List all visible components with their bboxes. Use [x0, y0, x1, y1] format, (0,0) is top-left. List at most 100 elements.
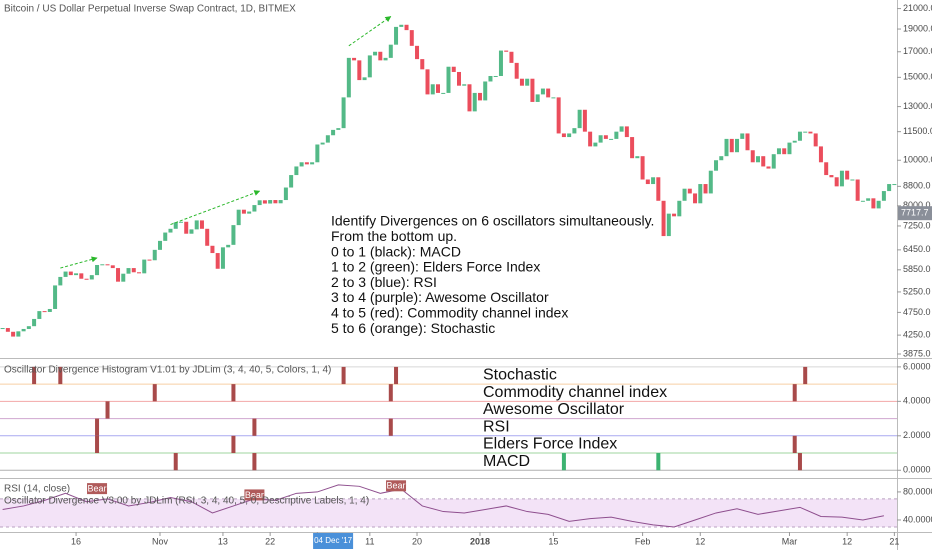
candle — [26, 326, 31, 329]
candle — [116, 268, 121, 282]
divergence-arrow — [60, 256, 98, 269]
candle — [105, 264, 110, 266]
y-tick-label: 2.0000 — [903, 430, 931, 440]
candle — [11, 331, 16, 337]
candle — [488, 75, 493, 82]
candle — [887, 184, 892, 192]
candle — [420, 59, 425, 70]
candle — [519, 78, 524, 86]
y-tick-label: 11500.0 — [903, 126, 932, 136]
candle — [310, 162, 315, 165]
candle — [745, 133, 750, 151]
candle — [635, 156, 640, 159]
candle — [824, 162, 829, 176]
candle — [63, 271, 68, 277]
candle — [226, 244, 231, 248]
candle — [834, 177, 839, 187]
candle — [761, 156, 766, 167]
candle — [582, 109, 587, 132]
candle — [252, 205, 257, 212]
band-label: Commodity channel index — [483, 384, 667, 401]
candle — [409, 30, 414, 46]
candle — [729, 138, 734, 153]
candle — [168, 228, 173, 233]
candle — [546, 88, 551, 98]
y-tick-label: 80.0000 — [903, 486, 932, 496]
histogram-bar — [231, 384, 236, 402]
candle — [782, 148, 787, 155]
candle — [498, 50, 503, 76]
x-tick-label: Feb — [635, 536, 651, 546]
candle — [199, 220, 204, 229]
histogram-bar — [105, 401, 110, 419]
candle — [0, 328, 5, 330]
candle — [714, 160, 719, 171]
candle — [698, 184, 703, 204]
x-tick-label: 15 — [548, 536, 558, 546]
candle — [394, 26, 399, 45]
candle — [477, 92, 482, 101]
candle — [567, 133, 572, 138]
histogram-bar — [803, 366, 808, 385]
y-tick-label: 10000.0 — [903, 155, 932, 165]
y-tick-label: 3875.0 — [903, 348, 931, 358]
candle — [792, 140, 797, 143]
candle — [441, 92, 446, 94]
x-tick-label: 12 — [842, 536, 852, 546]
candle — [472, 92, 477, 112]
candle — [687, 188, 692, 194]
candle — [755, 156, 760, 163]
candle — [84, 278, 89, 280]
candle — [535, 94, 540, 102]
candle — [829, 175, 834, 178]
y-tick-label: 8000.0 — [903, 200, 931, 210]
plot: 21000.0 19000.0 17000.0 15000.0 13000.0 11500… — [0, 3, 932, 549]
candle — [855, 179, 860, 201]
candle — [278, 200, 283, 204]
candle — [184, 221, 189, 234]
candle — [299, 162, 304, 167]
annotation-line: 2 to 3 (blue): RSI — [331, 274, 437, 290]
x-tick-label: 12 — [695, 536, 705, 546]
candle — [808, 131, 813, 134]
candle — [771, 154, 776, 169]
histogram-bar — [58, 366, 63, 385]
candle — [357, 60, 362, 81]
candle — [672, 213, 677, 217]
candle — [598, 135, 603, 143]
crosshair-box — [313, 533, 354, 549]
candle — [220, 247, 225, 269]
candle — [651, 177, 656, 185]
candle — [813, 133, 818, 147]
divergence-marker — [244, 489, 265, 501]
candle — [430, 84, 435, 95]
histogram-bar — [341, 366, 346, 385]
last-price-label: 7717.7 — [901, 208, 929, 218]
candle — [556, 97, 561, 134]
candle — [189, 229, 194, 234]
candle — [540, 88, 545, 95]
panel-title: Oscillator Divergence Histogram V1.01 by… — [4, 365, 331, 376]
band-label: Elders Force Index — [483, 436, 617, 453]
candle — [572, 128, 577, 134]
candle — [173, 222, 178, 229]
candle — [860, 200, 865, 202]
histogram-bar — [388, 418, 393, 436]
candle — [283, 187, 288, 201]
candle — [336, 128, 341, 130]
candle — [892, 184, 897, 186]
histogram-bar — [152, 384, 157, 402]
x-tick-label: Nov — [152, 536, 169, 546]
candle — [152, 249, 157, 261]
candle — [719, 156, 724, 161]
annotation-line: 5 to 6 (orange): Stochastic — [331, 320, 495, 336]
candle — [388, 44, 393, 58]
annotation-line: 4 to 5 (red): Commodity channel index — [331, 305, 568, 321]
x-tick-label: 11 — [365, 536, 374, 546]
y-tick-label: 19000.0 — [903, 23, 932, 33]
y-tick-label: 6450.0 — [903, 244, 931, 254]
candle — [504, 50, 509, 52]
candle — [661, 200, 666, 237]
candle — [561, 133, 566, 138]
